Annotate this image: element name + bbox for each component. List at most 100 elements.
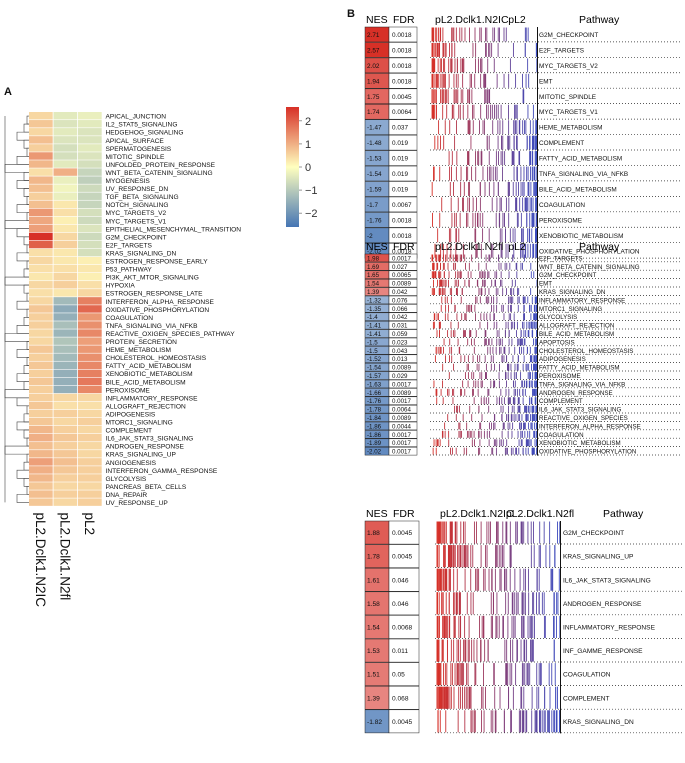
fdr-cell <box>388 57 418 74</box>
fdr-value: 0.019 <box>392 156 408 163</box>
heatmap-cell <box>53 321 78 329</box>
row-dendrogram <box>4 115 29 503</box>
fdr-value: 0.0089 <box>392 390 411 397</box>
fdr-cell <box>388 227 418 244</box>
heatmap-cell <box>78 192 102 200</box>
heatmap-cell <box>53 353 78 361</box>
fdr-cell <box>388 262 418 271</box>
heatmap-cell <box>53 273 78 281</box>
heatmap-cell <box>78 385 102 394</box>
heatmap-cell <box>78 152 102 160</box>
fdr-value: 0.031 <box>392 323 408 330</box>
fdr-value: 0.066 <box>392 306 408 313</box>
heatmap-cell <box>78 393 102 402</box>
heatmap-row-label: COAGULATION <box>106 315 154 322</box>
heatmap-cell <box>29 385 53 394</box>
pathway-label: EMT <box>539 281 552 288</box>
heatmap-cell <box>53 385 78 394</box>
pathway-label: ANDROGEN_RESPONSE <box>563 601 642 608</box>
heatmap-cell <box>29 329 53 337</box>
pathway-label: XENOBIOTIC_METABOLISM <box>539 233 623 240</box>
heatmap-cell <box>53 482 78 490</box>
heatmap-cell <box>78 112 102 120</box>
heatmap-panel: APICAL_JUNCTIONIL2_STAT5_SIGNALINGHEDGEH… <box>4 107 318 607</box>
fdr-cell <box>388 413 418 422</box>
nes-value: -1.52 <box>367 356 382 363</box>
heatmap-cell <box>78 377 102 386</box>
heatmap-cell <box>53 168 78 176</box>
heatmap-column-label: pL2.Dclk1.N2IC <box>33 512 48 607</box>
pathway-label: EMT <box>539 78 553 85</box>
heatmap-cell <box>53 224 78 233</box>
fdr-value: 0.046 <box>392 577 409 584</box>
fdr-cell <box>388 134 418 151</box>
nes-value: -1.54 <box>367 171 382 178</box>
nes-value: 1.61 <box>367 577 380 584</box>
fdr-value: 0.0045 <box>392 94 412 101</box>
heatmap-row-label: HEDGEHOG_SIGNALING <box>106 130 184 137</box>
heatmap-row-label: INTERFERON_GAMMA_RESPONSE <box>106 468 218 475</box>
heatmap-cell <box>53 425 78 434</box>
nes-value: 1.54 <box>367 625 380 632</box>
pathway-label: OXIDATIVE_PHOSPHORYLATION <box>539 248 640 255</box>
nes-value: -1.48 <box>367 140 382 147</box>
nes-value: 1.78 <box>367 554 380 561</box>
nes-value: 1.53 <box>367 648 380 655</box>
fdr-cell <box>388 354 418 363</box>
pathway-label: COMPLEMENT <box>563 695 610 702</box>
heatmap-cell <box>78 425 102 434</box>
pathway-label: ADIPOGENESIS <box>539 356 586 363</box>
nes-value: -1.47 <box>367 125 382 132</box>
fdr-value: 0.0018 <box>392 47 412 54</box>
heatmap-cell <box>53 377 78 386</box>
pathway-header: Pathway <box>579 14 620 26</box>
fdr-cell <box>388 709 420 734</box>
fdr-cell <box>388 346 418 355</box>
heatmap-cell <box>29 458 53 466</box>
fdr-cell <box>388 685 420 710</box>
nes-value: -1.53 <box>367 156 382 163</box>
nes-value: 1.54 <box>367 281 380 288</box>
heatmap-row-label: MYOGENESIS <box>106 178 151 185</box>
pathway-label: MYC_TARGETS_V1 <box>539 109 598 116</box>
heatmap-row-label: ANDROGEN_RESPONSE <box>106 444 185 451</box>
fdr-value: 0.037 <box>392 125 408 132</box>
heatmap-cell <box>29 498 53 506</box>
heatmap-cell <box>78 168 102 176</box>
pathway-label: KRAS_SIGNALING_UP <box>563 554 634 561</box>
fdr-value: 0.011 <box>392 648 408 655</box>
right-group-header: pL2.Dclk1.N2fl <box>506 508 574 520</box>
heatmap-cell <box>78 401 102 410</box>
heatmap-cell <box>78 450 102 458</box>
heatmap-cell <box>78 200 102 208</box>
pathway-label: ALLOGRAFT_REJECTION <box>539 323 614 330</box>
color-legend-bar <box>286 107 299 227</box>
pathway-header: Pathway <box>603 508 644 520</box>
heatmap-cell <box>29 176 53 184</box>
nes-value: -2 <box>367 233 373 240</box>
heatmap-cell <box>29 466 53 474</box>
heatmap-cell <box>53 216 78 225</box>
nes-value: 1.98 <box>367 255 380 262</box>
heatmap-cell <box>53 313 78 321</box>
heatmap-cell <box>29 184 53 192</box>
heatmap-row-label: PI3K_AKT_MTOR_SIGNALING <box>106 275 199 282</box>
fdr-cell <box>388 615 420 639</box>
heatmap-row-label: MTORC1_SIGNALING <box>106 420 173 427</box>
fdr-cell <box>388 73 418 89</box>
nes-value: 1.39 <box>367 695 380 702</box>
nes-value: 2.02 <box>367 63 380 70</box>
heatmap-cell <box>29 393 53 402</box>
pathway-label: IL6_JAK_STAT3_SIGNALING <box>563 577 651 584</box>
heatmap-row-label: IL6_JAK_STAT3_SIGNALING <box>106 436 194 443</box>
pathway-label: ANDROGEN_RESPONSE <box>539 390 613 397</box>
legend-tick-label: 1 <box>305 139 311 151</box>
pathway-label: PEROXISOME <box>539 373 581 380</box>
fdr-value: 0.0018 <box>392 233 412 240</box>
heatmap-cell <box>78 329 102 337</box>
fdr-value: 0.0089 <box>392 365 411 372</box>
heatmap-cell <box>29 361 53 369</box>
fdr-header: FDR <box>393 508 415 520</box>
heatmap-row-label: IL2_STAT5_SIGNALING <box>106 122 178 129</box>
